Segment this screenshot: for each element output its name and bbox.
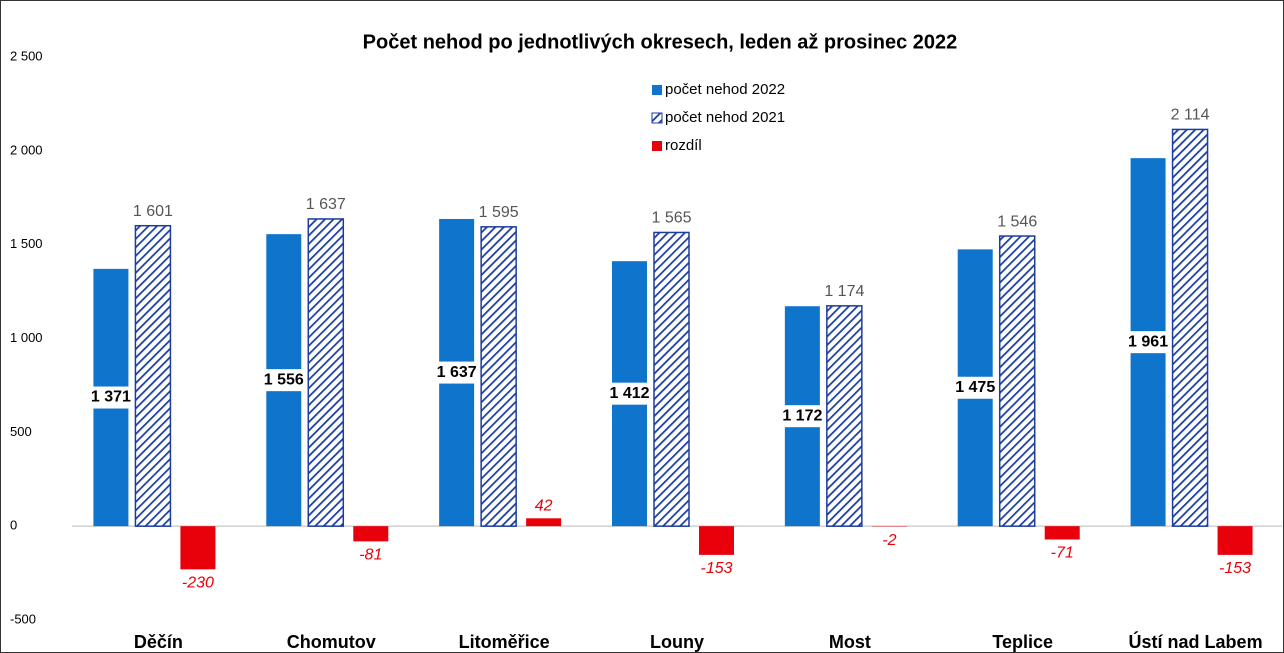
bar xyxy=(1044,526,1080,540)
bar xyxy=(134,224,172,527)
y-tick-label: 0 xyxy=(10,518,17,533)
legend-label: počet nehod 2022 xyxy=(665,81,785,98)
value-label: 1 174 xyxy=(824,283,864,300)
x-tick-label: Teplice xyxy=(992,632,1053,652)
x-tick-label: Chomutov xyxy=(287,632,376,652)
value-label-bg xyxy=(601,382,658,405)
value-label: -71 xyxy=(1051,545,1074,562)
y-tick-label: 1 000 xyxy=(10,330,43,345)
value-label: 1 601 xyxy=(133,203,173,220)
x-tick-label: Louny xyxy=(650,632,704,652)
legend-label: rozdíl xyxy=(665,137,702,154)
value-label: 1 556 xyxy=(264,371,304,388)
value-label: 1 595 xyxy=(479,204,519,221)
value-label: 1 412 xyxy=(609,385,649,402)
chart-title: Počet nehod po jednotlivých okresech, le… xyxy=(363,31,958,53)
x-tick-label: Litoměřice xyxy=(459,632,550,652)
y-tick-label: 1 500 xyxy=(10,236,43,251)
x-tick-label: Ústí nad Labem xyxy=(1129,631,1263,652)
value-label-bg xyxy=(1120,331,1177,354)
bar xyxy=(699,526,734,555)
bar xyxy=(526,518,562,527)
value-label: -2 xyxy=(882,532,896,549)
value-label: 1 637 xyxy=(437,364,477,381)
y-tick-label: 500 xyxy=(10,424,32,439)
value-label: 1 172 xyxy=(782,407,822,424)
x-tick-label: Most xyxy=(829,632,871,652)
value-label: 1 371 xyxy=(91,389,131,406)
legend-label: počet nehod 2021 xyxy=(665,109,785,126)
bar xyxy=(180,526,216,570)
y-tick-label: 2 000 xyxy=(10,142,43,157)
value-label: 1 546 xyxy=(997,213,1037,230)
x-tick-label: Děčín xyxy=(134,632,183,652)
value-label: 42 xyxy=(535,498,553,515)
value-label: -153 xyxy=(1219,560,1251,577)
legend-swatch xyxy=(652,85,662,95)
value-label: 1 637 xyxy=(306,196,346,213)
legend-swatch xyxy=(651,112,663,124)
bar xyxy=(1217,526,1253,555)
value-label: 1 961 xyxy=(1128,333,1168,350)
value-label: -153 xyxy=(700,560,732,577)
bar xyxy=(480,226,517,527)
bar xyxy=(653,231,690,527)
value-label: 1 475 xyxy=(955,379,995,396)
legend-swatch xyxy=(652,141,662,151)
bar xyxy=(307,218,345,527)
bar xyxy=(1171,128,1209,527)
value-label-bg xyxy=(947,376,1004,399)
value-label-bg xyxy=(428,361,485,384)
value-label: -81 xyxy=(359,547,382,564)
value-label: 2 114 xyxy=(1171,107,1210,124)
bar xyxy=(826,305,863,527)
y-tick-label: 2 500 xyxy=(10,48,43,63)
value-label-bg xyxy=(774,405,831,428)
bar xyxy=(353,526,389,542)
value-label: -230 xyxy=(182,575,214,592)
y-tick-label: -500 xyxy=(10,611,36,626)
value-label-bg xyxy=(82,386,139,409)
value-label-bg xyxy=(255,369,312,392)
bar xyxy=(998,235,1036,527)
value-label: 1 565 xyxy=(651,210,691,227)
